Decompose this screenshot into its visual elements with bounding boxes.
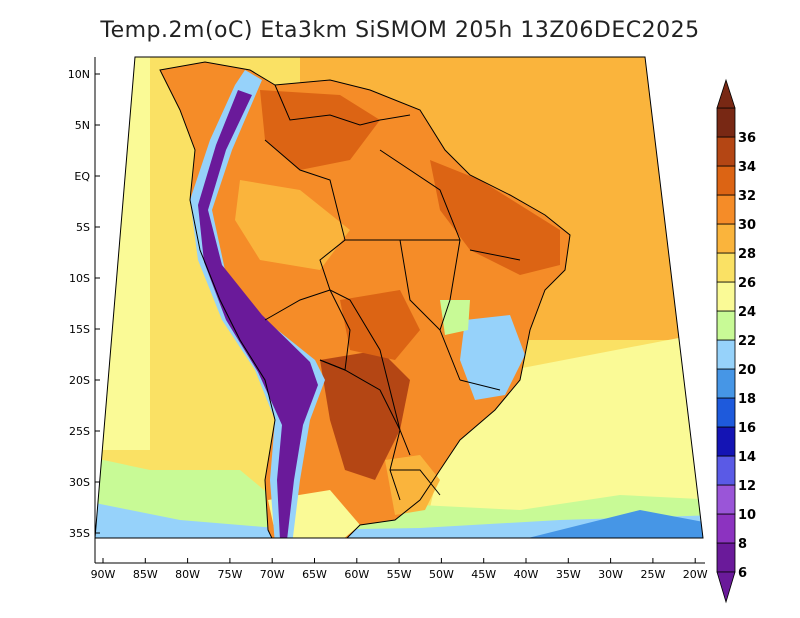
colorbar-swatch (716, 484, 736, 515)
lat-tick-label: 5N (75, 119, 90, 132)
lat-tick-label: EQ (74, 170, 90, 183)
lat-tick-label: 30S (69, 476, 90, 489)
colorbar-label: 10 (738, 508, 756, 523)
colorbar: 6 8 10 12 14 16 18 20 22 24 26 28 30 32 34 36 (716, 78, 756, 604)
colorbar-label: 6 (738, 566, 747, 581)
lon-tick-label: 25W (640, 568, 665, 581)
lon-tick-label: 90W (91, 568, 116, 581)
colorbar-label: 28 (738, 247, 756, 262)
northeast-hot-zone (430, 160, 560, 275)
coastline (159, 61, 571, 538)
southeast-cool-zone (460, 315, 525, 400)
colorbar-swatch (716, 165, 736, 196)
colorbar-label: 32 (738, 189, 756, 204)
colorbar-label: 12 (738, 479, 756, 494)
lat-tick-label: 25S (69, 425, 90, 438)
lat-tick-label: 5S (76, 221, 90, 234)
colorbar-swatch (716, 426, 736, 457)
lon-tick-label: 55W (387, 568, 412, 581)
lat-tick-label: 35S (69, 527, 90, 540)
colorbar-label: 30 (738, 218, 756, 233)
colorbar-swatch (716, 252, 736, 283)
colorbar-label: 8 (738, 537, 747, 552)
latitude-axis: 10N 5N EQ 5S 10S 15S 20S 25S 30S 35S (68, 68, 100, 540)
lon-tick-label: 20W (683, 568, 708, 581)
lon-tick-label: 45W (471, 568, 496, 581)
lon-tick-label: 30W (598, 568, 623, 581)
brazil-state-lines (345, 149, 521, 391)
lat-tick-label: 10S (69, 272, 90, 285)
colorbar-swatch (716, 513, 736, 544)
uruguay-border (390, 469, 441, 496)
lon-tick-label: 65W (302, 568, 327, 581)
colorbar-label: 18 (738, 392, 756, 407)
colorbar-label: 24 (738, 305, 756, 320)
colorbar-label: 14 (738, 450, 756, 465)
brazil-west-border (264, 139, 411, 456)
ocean-southern-blue (520, 510, 703, 538)
colorbar-swatch (716, 107, 736, 138)
colorbar-bottom-arrow (716, 571, 736, 604)
colorbar-label: 26 (738, 276, 756, 291)
lon-tick-label: 60W (344, 568, 369, 581)
temperature-field (95, 57, 703, 538)
colorbar-label: 22 (738, 334, 756, 349)
ocean-pacific-mid (95, 57, 150, 450)
colorbar-swatch (716, 281, 736, 312)
argentina-border (319, 359, 401, 501)
lon-tick-label: 85W (133, 568, 158, 581)
colorbar-swatch (716, 136, 736, 167)
colorbar-top-arrow (716, 78, 736, 109)
colorbar-swatch (716, 542, 736, 573)
andes-cold-core (198, 90, 318, 538)
lon-tick-label: 50W (429, 568, 454, 581)
lon-tick-label: 75W (217, 568, 242, 581)
colorbar-swatch (716, 194, 736, 225)
colorbar-label: 16 (738, 421, 756, 436)
map-frame (94, 56, 704, 539)
lat-tick-label: 20S (69, 374, 90, 387)
lon-tick-label: 70W (260, 568, 285, 581)
map-title: Temp.2m(oC) Eta3km SiSMOM 205h 13Z06DEC2… (100, 18, 700, 43)
central-hot-zone (340, 290, 420, 360)
lat-tick-label: 15S (69, 323, 90, 336)
country-borders (159, 61, 571, 538)
colorbar-label: 20 (738, 363, 756, 378)
lon-tick-label: 80W (175, 568, 200, 581)
chaco-hot-zone (320, 350, 410, 480)
colorbar-swatch (716, 223, 736, 254)
amazon-hot-zone (260, 90, 380, 170)
amazon-warm-zone (235, 180, 350, 270)
colorbar-swatch (716, 339, 736, 370)
lat-tick-label: 10N (68, 68, 90, 81)
colorbar-swatch (716, 455, 736, 486)
colorbar-swatch (716, 397, 736, 428)
brazil-north-border (274, 84, 411, 126)
lon-tick-label: 40W (514, 568, 539, 581)
lon-tick-label: 35W (556, 568, 581, 581)
colorbar-label: 34 (738, 160, 756, 175)
longitude-axis: 90W 85W 80W 75W 70W 65W 60W 55W 50W 45W 40W 35W 30W 2… (91, 558, 708, 581)
colorbar-swatch (716, 368, 736, 399)
colorbar-label: 36 (738, 131, 756, 146)
colorbar-swatch (716, 310, 736, 341)
